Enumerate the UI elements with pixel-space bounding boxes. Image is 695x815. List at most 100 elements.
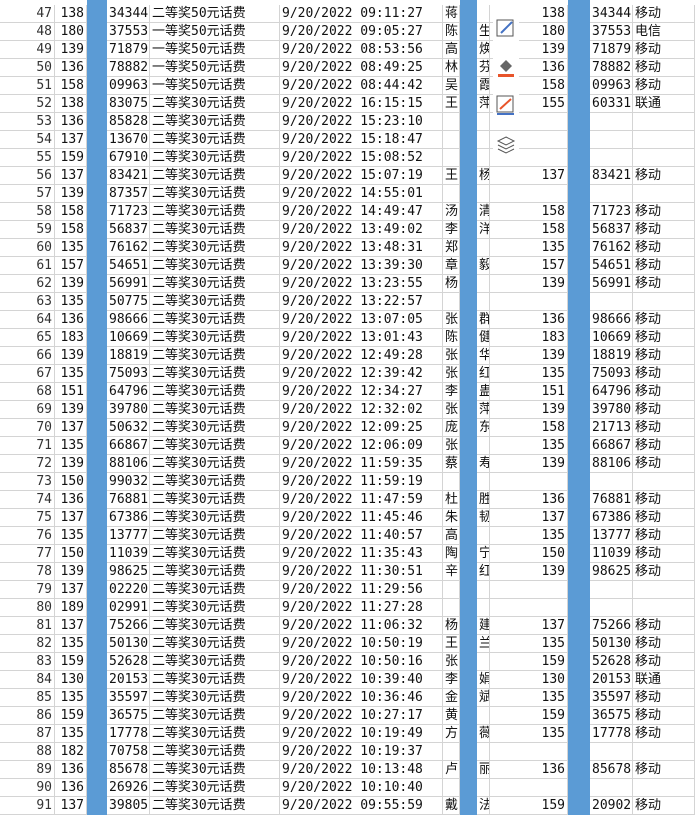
row-number[interactable]: 63 [0, 293, 55, 311]
cell[interactable]: 39780 [590, 401, 633, 419]
cell[interactable]: 139 [55, 455, 87, 473]
cell[interactable]: 移动 [633, 203, 695, 221]
cell[interactable]: 150 [490, 545, 568, 563]
cell[interactable]: 9/20/2022 15:08:52 [280, 149, 443, 167]
cell[interactable] [633, 473, 695, 491]
cell[interactable]: 清 [477, 203, 490, 221]
cell[interactable]: 18819 [590, 347, 633, 365]
cell[interactable]: 移动 [633, 5, 695, 23]
cell[interactable]: 75266 [107, 617, 150, 635]
cell[interactable]: 9/20/2022 11:59:19 [280, 473, 443, 491]
cell[interactable]: 9/20/2022 10:50:19 [280, 635, 443, 653]
cell[interactable]: 李 [443, 221, 460, 239]
cell[interactable]: 二等奖30元话费 [150, 725, 280, 743]
cell[interactable]: 21713 [590, 419, 633, 437]
cell[interactable]: 9/20/2022 11:59:35 [280, 455, 443, 473]
cell[interactable] [633, 185, 695, 203]
cell[interactable]: 71723 [590, 203, 633, 221]
cell[interactable]: 二等奖30元话费 [150, 311, 280, 329]
cell[interactable] [477, 743, 490, 761]
cell[interactable]: 林 [443, 59, 460, 77]
cell[interactable]: 辛 [443, 563, 460, 581]
cell[interactable]: 37553 [590, 23, 633, 41]
cell[interactable]: 陶 [443, 545, 460, 563]
cell[interactable]: 151 [55, 383, 87, 401]
cell[interactable]: 71879 [107, 41, 150, 59]
line-icon[interactable] [493, 92, 519, 118]
row-number[interactable]: 79 [0, 581, 55, 599]
cell[interactable]: 二等奖30元话费 [150, 671, 280, 689]
cell[interactable]: 二等奖30元话费 [150, 653, 280, 671]
cell[interactable] [477, 437, 490, 455]
cell[interactable]: 56991 [590, 275, 633, 293]
cell[interactable]: 139 [55, 401, 87, 419]
cell[interactable]: 130 [55, 671, 87, 689]
cell[interactable]: 135 [55, 293, 87, 311]
cell[interactable]: 华 [477, 347, 490, 365]
cell[interactable]: 70758 [107, 743, 150, 761]
cell[interactable]: 9/20/2022 14:55:01 [280, 185, 443, 203]
cell[interactable]: 一等奖50元话费 [150, 41, 280, 59]
cell[interactable] [590, 743, 633, 761]
cell[interactable]: 二等奖30元话费 [150, 599, 280, 617]
cell[interactable]: 11039 [107, 545, 150, 563]
row-number[interactable]: 54 [0, 131, 55, 149]
cell[interactable]: 二等奖30元话费 [150, 527, 280, 545]
cell[interactable] [477, 707, 490, 725]
cell[interactable]: 20153 [107, 671, 150, 689]
cell[interactable]: 52628 [107, 653, 150, 671]
row-number[interactable]: 50 [0, 59, 55, 77]
cell[interactable]: 09963 [107, 77, 150, 95]
cell[interactable]: 85678 [590, 761, 633, 779]
cell[interactable]: 139 [490, 347, 568, 365]
cell[interactable]: 移动 [633, 77, 695, 95]
cell[interactable]: 75266 [590, 617, 633, 635]
cell[interactable]: 137 [490, 617, 568, 635]
layers-icon[interactable] [493, 132, 519, 158]
cell[interactable]: 87357 [107, 185, 150, 203]
cell[interactable]: 98666 [590, 311, 633, 329]
cell[interactable]: 汤 [443, 203, 460, 221]
cell[interactable]: 36575 [107, 707, 150, 725]
cell[interactable]: 64796 [107, 383, 150, 401]
cell[interactable]: 88106 [107, 455, 150, 473]
cell[interactable]: 139 [490, 41, 568, 59]
cell[interactable]: 张 [443, 365, 460, 383]
cell[interactable]: 137 [55, 617, 87, 635]
cell[interactable]: 83421 [107, 167, 150, 185]
cell[interactable]: 71723 [107, 203, 150, 221]
cell[interactable]: 159 [55, 707, 87, 725]
cell[interactable]: 二等奖30元话费 [150, 635, 280, 653]
cell[interactable]: 13670 [107, 131, 150, 149]
cell[interactable]: 157 [490, 257, 568, 275]
cell[interactable]: 二等奖30元话费 [150, 329, 280, 347]
cell[interactable]: 136 [490, 761, 568, 779]
cell[interactable]: 9/20/2022 15:07:19 [280, 167, 443, 185]
cell[interactable]: 139 [55, 185, 87, 203]
cell[interactable]: 50130 [590, 635, 633, 653]
cell[interactable] [443, 779, 460, 797]
cell[interactable] [490, 185, 568, 203]
cell[interactable]: 159 [490, 797, 568, 815]
edit-icon[interactable] [493, 16, 519, 42]
cell[interactable]: 99032 [107, 473, 150, 491]
cell[interactable]: 二等奖50元话费 [150, 5, 280, 23]
cell[interactable]: 萍 [477, 401, 490, 419]
row-number[interactable]: 60 [0, 239, 55, 257]
cell[interactable]: 二等奖30元话费 [150, 401, 280, 419]
cell[interactable]: 移动 [633, 491, 695, 509]
cell[interactable]: 郑 [443, 239, 460, 257]
cell[interactable]: 移动 [633, 59, 695, 77]
cell[interactable]: 移动 [633, 455, 695, 473]
cell[interactable]: 二等奖30元话费 [150, 545, 280, 563]
cell[interactable] [477, 185, 490, 203]
cell[interactable]: 高 [443, 527, 460, 545]
cell[interactable] [590, 131, 633, 149]
cell[interactable]: 9/20/2022 11:29:56 [280, 581, 443, 599]
cell[interactable]: 75093 [590, 365, 633, 383]
cell[interactable] [590, 185, 633, 203]
row-number[interactable]: 91 [0, 797, 55, 815]
cell[interactable]: 9/20/2022 13:39:30 [280, 257, 443, 275]
cell[interactable]: 9/20/2022 11:30:51 [280, 563, 443, 581]
cell[interactable] [590, 581, 633, 599]
